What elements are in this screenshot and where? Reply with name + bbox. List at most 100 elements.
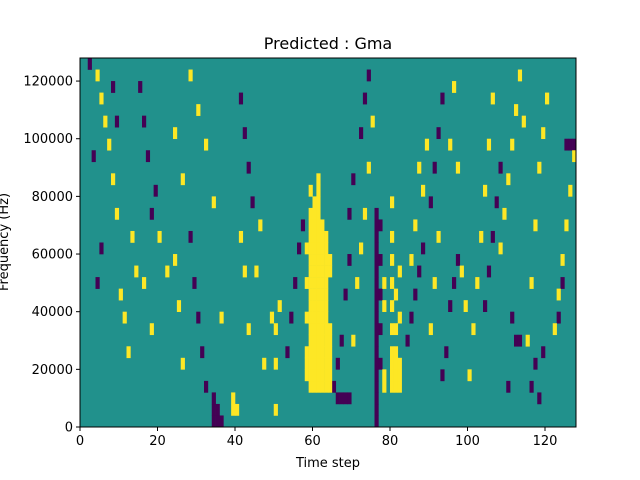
heatmap-cell-low [374,311,379,324]
heatmap-cell-high [328,265,333,278]
heatmap-plot-area [79,57,577,428]
heatmap-cell-high [390,380,395,393]
heatmap-cell-high [111,173,116,186]
heatmap-cell-high [390,369,395,382]
heatmap-cell-high [324,357,329,370]
heatmap-cell-high [246,323,251,336]
heatmap-cell-high [328,254,333,266]
y-tick-label: 0 [65,421,73,436]
heatmap-cell-high [471,323,476,336]
heatmap-cell-high [316,184,321,197]
heatmap-cell-low [211,392,216,405]
heatmap-cell-high [142,277,147,289]
heatmap-cell-low [498,161,503,174]
heatmap-cell-low [374,254,379,266]
heatmap-cell-high [362,207,368,220]
heatmap-cell-high [312,334,317,347]
heatmap-cell-high [390,277,395,289]
heatmap-cell-low [374,380,379,393]
heatmap-cell-low [517,334,523,347]
heatmap-cell-high [204,138,209,151]
heatmap-cell-high [308,207,313,220]
heatmap-cell-low [153,184,158,197]
heatmap-cell-high [324,254,329,266]
heatmap-cell-low [533,357,538,370]
heatmap-cell-high [316,380,321,393]
heatmap-cell-low [568,138,573,151]
heatmap-cell-low [440,369,445,382]
heatmap-cell-high [308,346,313,359]
heatmap-cell-high [312,230,317,243]
heatmap-cell-low [200,346,205,359]
heatmap-cell-high [510,138,515,151]
heatmap-cell-high [157,230,162,243]
heatmap-cell-high [382,277,387,289]
heatmap-cell-high [486,138,492,151]
heatmap-cell-high [316,346,321,359]
heatmap-cell-low [510,311,515,324]
heatmap-cell-high [316,254,321,266]
heatmap-cell-low [95,277,100,289]
heatmap-cell-low [374,300,379,312]
heatmap-cell-high [173,127,178,140]
heatmap-cell-low [362,92,368,105]
heatmap-cell-high [463,300,468,312]
heatmap-cell-high [390,196,395,209]
heatmap-cell-low [432,161,437,174]
heatmap-cell-high [107,138,112,151]
heatmap-cell-low [374,288,379,301]
heatmap-cell-high [537,161,542,174]
heatmap-cell-high [231,392,236,405]
heatmap-cell-high [390,254,395,266]
heatmap-cell-high [312,357,317,370]
heatmap-cell-high [432,277,437,289]
heatmap-cell-low [366,69,371,82]
heatmap-cell-low [374,265,379,278]
heatmap-cell-high [118,288,123,301]
heatmap-cell-high [196,104,201,116]
heatmap-cell-high [413,219,418,232]
heatmap-cell-low [455,254,461,266]
heatmap-cell-high [324,288,329,301]
heatmap-cell-low [300,219,306,232]
heatmap-cell-low [374,334,379,347]
heatmap-cell-high [122,311,127,324]
heatmap-cell-low [242,127,247,140]
heatmap-cell-high [475,277,480,289]
heatmap-cell-low [211,403,216,416]
heatmap-cell-low [347,392,352,405]
heatmap-cell-high [421,184,426,197]
heatmap-cell-high [316,173,321,186]
heatmap-cell-high [393,346,399,359]
heatmap-cell-high [390,230,395,243]
heatmap-cell-high [459,265,464,278]
heatmap-cell-high [533,219,538,232]
heatmap-cell-low [331,380,337,393]
heatmap-cell-high [180,173,185,186]
heatmap-cell-high [320,288,325,301]
heatmap-cell-low [335,357,340,370]
heatmap-cell-low [452,277,457,289]
heatmap-cell-low [297,242,302,255]
heatmap-cell-low [196,311,201,324]
heatmap-cell-high [173,254,178,266]
heatmap-cell-low [378,219,383,232]
heatmap-cell-high [324,265,329,278]
heatmap-cell-high [312,265,317,278]
heatmap-cell-low [378,323,383,336]
heatmap-cell-high [304,242,309,255]
heatmap-cell-high [455,161,461,174]
heatmap-cell-low [409,311,414,324]
x-tick-label: 20 [149,434,166,449]
heatmap-cell-high [366,161,371,174]
heatmap-cell-high [517,69,523,82]
heatmap-cell-high [568,184,573,197]
heatmap-cell-low [343,288,348,301]
heatmap-cell-high [149,323,154,336]
heatmap-cells [87,58,577,428]
heatmap-cell-high [312,311,317,324]
heatmap-cell-high [304,346,309,359]
heatmap-cell-high [316,323,321,336]
heatmap-cell-high [452,81,457,93]
heatmap-cell-high [273,323,278,336]
